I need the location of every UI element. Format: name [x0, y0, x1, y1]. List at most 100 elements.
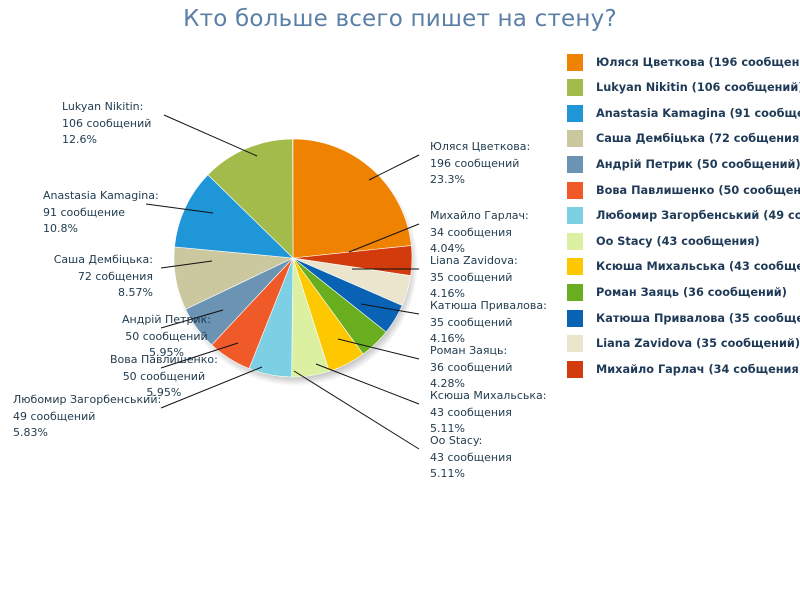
pie-label-count: 72 собщения: [77, 269, 153, 283]
pie-label-name: Ксюша Михальська:: [430, 389, 547, 402]
pie-label-percent: 12.6%: [62, 133, 97, 147]
legend-item[interactable]: Anastasia Kamagina (91 сообщение): [567, 100, 800, 126]
pie-label-count: 34 сообщения: [430, 225, 512, 239]
legend-color-swatch: [567, 53, 583, 71]
pie-label-name: Роман Заяць:: [430, 344, 508, 357]
pie-label-percent: 5.11%: [430, 467, 465, 481]
pie-label-name: Liana Zavidova:: [430, 254, 518, 267]
pie-label-percent: 10.8%: [43, 222, 78, 236]
pie-label-name: Саша Дембіцька:: [53, 253, 153, 266]
legend-item-label: Юляся Цветкова (196 сообщений): [596, 55, 800, 69]
legend-color-swatch: [567, 360, 583, 378]
legend-item-label: Oo Stacy (43 сообщения): [596, 234, 760, 248]
pie-label-percent: 5.11%: [430, 422, 465, 436]
legend-color-swatch: [567, 130, 583, 148]
legend-item-label: Любомир Загорбенський (49 сообщен: [596, 209, 800, 223]
pie-label-katyusha: Катюша Привалова: 35 сообщений 4.16%: [430, 298, 547, 348]
legend-item[interactable]: Роман Заяць (36 сообщений): [567, 279, 787, 305]
pie-label-count: 50 сообщений: [122, 369, 206, 383]
page-title: Кто больше всего пишет на стену?: [183, 6, 617, 32]
pie-slice[interactable]: [174, 174, 294, 259]
legend-color-swatch: [567, 283, 583, 301]
pie-label-vova: Вова Павлишенко: 50 сообщений 5.95%: [110, 352, 218, 402]
pie-chart-area: Юляся Цветкова: 196 сообщений 23.3% Михайло…: [13, 99, 547, 483]
legend-item-label: Михайло Гарлач (34 собщения): [596, 362, 800, 376]
pie-label-oostacy: Oo Stacy: 43 сообщения 5.11%: [430, 433, 512, 483]
legend-color-swatch: [567, 181, 583, 199]
pie-label-mihaylo: Михайло Гарлач: 34 сообщения 4.04%: [430, 208, 529, 258]
pie-label-name: Катюша Привалова:: [430, 299, 547, 312]
pie-label-name: Андрій Петрик:: [122, 313, 211, 326]
pie-label-name: Юляся Цветкова:: [430, 140, 531, 153]
legend-color-swatch: [567, 309, 583, 327]
pie-slices-group: [173, 138, 413, 378]
legend-item[interactable]: Андрій Петрик (50 сообщений): [567, 151, 800, 177]
legend-item[interactable]: Саша Дембіцька (72 собщения): [567, 126, 800, 152]
pie-label-lukyan: Lukyan Nikitin: 106 сообщений 12.6%: [62, 99, 151, 149]
pie-label-percent: 4.28%: [430, 377, 465, 391]
pie-label-count: 91 сообщение: [43, 205, 126, 219]
legend-item-label: Саша Дембіцька (72 собщения): [596, 132, 800, 146]
pie-label-count: 43 сообщения: [430, 405, 512, 419]
leader-katyusha: [360, 303, 420, 315]
legend-item-label: Андрій Петрик (50 сообщений): [596, 157, 800, 171]
pie-label-anastasia: Anastasia Kamagina: 91 сообщение 10.8%: [43, 188, 159, 238]
legend-color-swatch: [567, 335, 583, 353]
legend-item-label: Lukyan Nikitin (106 сообщений): [596, 81, 800, 95]
legend-color-swatch: [567, 79, 583, 97]
legend-item[interactable]: Любомир Загорбенський (49 сообщен: [567, 203, 800, 229]
legend-item-label: Liana Zavidova (35 сообщений): [596, 337, 800, 351]
pie-label-andriy: Андрій Петрик: 50 сообщений 5.95%: [122, 312, 211, 362]
leader-andriy: [160, 309, 224, 329]
pie-label-name: Михайло Гарлач:: [430, 209, 529, 222]
pie-label-ksyusha: Ксюша Михальська: 43 сообщения 5.11%: [430, 388, 546, 438]
legend-item[interactable]: Oo Stacy (43 сообщения): [567, 228, 760, 254]
pie-label-count: 196 сообщений: [430, 156, 520, 170]
legend-item[interactable]: Катюша Привалова (35 сообщений): [567, 305, 800, 331]
legend-item-label: Anastasia Kamagina (91 сообщение): [596, 106, 800, 120]
leader-roman: [337, 338, 420, 360]
leader-lyubomir: [160, 366, 263, 409]
legend-item-label: Роман Заяць (36 сообщений): [596, 285, 787, 299]
leader-mihaylo: [348, 223, 420, 253]
pie-label-count: 106 сообщений: [62, 116, 152, 130]
pie-label-count: 49 сообщений: [13, 409, 96, 423]
pie-slice[interactable]: [292, 138, 412, 259]
legend-item-label: Ксюша Михальська (43 сообщения): [596, 260, 800, 274]
leader-yulyasya: [368, 154, 420, 181]
leader-ksyusha: [315, 363, 420, 405]
pie-label-count: 36 сообщений: [430, 360, 513, 374]
pie-label-name: Любомир Загорбенський:: [13, 393, 162, 406]
legend-item[interactable]: Юляся Цветкова (196 сообщений): [567, 49, 800, 75]
legend-item[interactable]: Вова Павлишенко (50 сообщений): [567, 177, 800, 203]
legend-item[interactable]: Liana Zavidova (35 сообщений): [567, 331, 800, 357]
legend-item[interactable]: Ксюша Михальська (43 сообщения): [567, 254, 800, 280]
legend-color-swatch: [567, 104, 583, 122]
pie-label-roman: Роман Заяць: 36 сообщений 4.28%: [430, 343, 512, 393]
chart-legend: Юляся Цветкова (196 сообщений) Lukyan Nik…: [567, 49, 800, 379]
pie-slice[interactable]: [207, 138, 294, 259]
leader-lines-group: [145, 114, 420, 450]
pie-label-count: 50 сообщений: [125, 329, 208, 343]
pie-label-count: 35 сообщений: [430, 315, 513, 329]
legend-item[interactable]: Lukyan Nikitin (106 сообщений): [567, 75, 800, 101]
legend-color-swatch: [567, 258, 583, 276]
pie-label-lyubomir: Любомир Загорбенський: 49 сообщений 5.83%: [13, 392, 161, 442]
pie-label-liana: Liana Zavidova: 35 сообщений 4.16%: [430, 253, 518, 303]
pie-label-percent: 5.95%: [146, 386, 182, 400]
pie-label-percent: 4.04%: [430, 242, 465, 256]
leader-lukyan: [163, 114, 258, 157]
pie-label-percent: 8.57%: [118, 286, 153, 300]
leader-anastasia: [145, 203, 214, 214]
leader-oostacy: [293, 370, 420, 450]
pie-label-yulyasya: Юляся Цветкова: 196 сообщений 23.3%: [430, 139, 530, 189]
pie-label-name: Вова Павлишенко:: [110, 353, 218, 366]
legend-item-label: Катюша Привалова (35 сообщений): [596, 311, 800, 325]
pie-label-name: Oo Stacy:: [430, 434, 483, 447]
leader-sasha: [160, 260, 213, 269]
legend-item[interactable]: Михайло Гарлач (34 собщения): [567, 356, 800, 382]
pie-label-sasha: Саша Дембіцька: 72 собщения 8.57%: [54, 252, 153, 302]
legend-item-label: Вова Павлишенко (50 сообщений): [596, 183, 800, 197]
pie-label-percent: 5.83%: [13, 426, 48, 440]
pie-label-count: 43 сообщения: [430, 450, 512, 464]
